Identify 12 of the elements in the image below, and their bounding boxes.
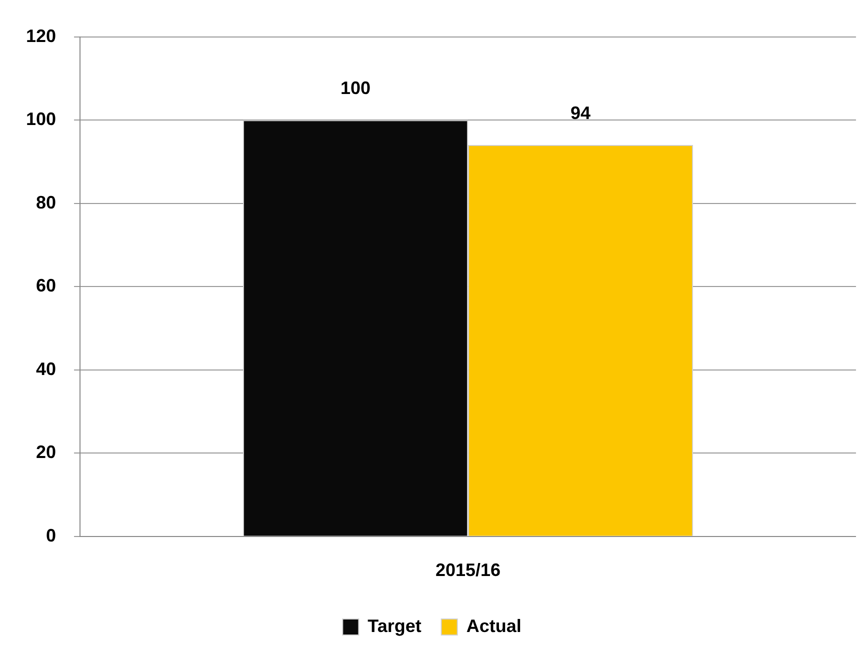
y-tick-label: 0 xyxy=(46,525,56,546)
y-tick-label: 120 xyxy=(26,26,56,46)
data-label: 100 xyxy=(340,78,371,98)
data-label: 94 xyxy=(570,103,591,124)
x-tick-label: 2015/16 xyxy=(435,560,501,580)
y-tick-label: 20 xyxy=(36,442,56,462)
y-tick-label: 100 xyxy=(26,109,56,130)
legend-label: Actual xyxy=(466,616,522,636)
y-tick-label: 60 xyxy=(36,276,56,296)
y-tick-label: 80 xyxy=(36,192,56,212)
legend-label: Target xyxy=(368,616,422,636)
y-tick-label: 40 xyxy=(36,358,56,379)
